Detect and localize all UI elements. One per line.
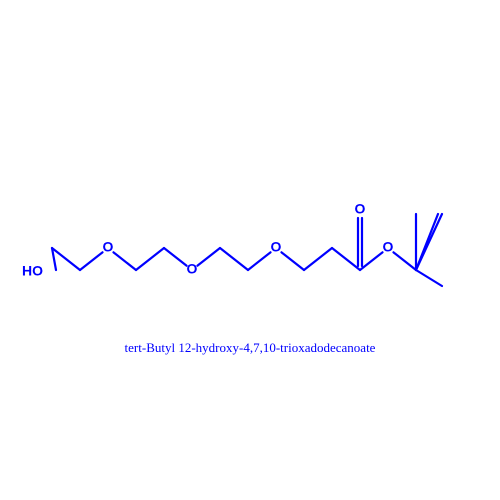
svg-text:HO: HO <box>22 263 43 279</box>
svg-text:O: O <box>271 239 282 255</box>
svg-text:O: O <box>383 239 394 255</box>
svg-text:O: O <box>103 239 114 255</box>
molecule-svg: HO O O O O O <box>0 0 500 500</box>
svg-text:O: O <box>355 201 366 217</box>
molecule-diagram: HO O O O O O tert-Butyl 12-hydroxy-4,7,10-tri… <box>0 0 500 500</box>
compound-name: tert-Butyl 12-hydroxy-4,7,10-trioxadodec… <box>0 340 500 356</box>
svg-text:O: O <box>187 261 198 277</box>
